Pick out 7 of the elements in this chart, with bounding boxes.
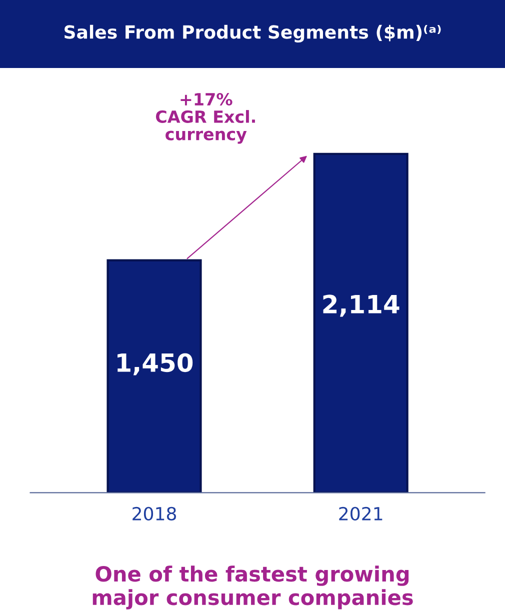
data-label: 2,114 bbox=[323, 294, 400, 317]
chart-title: Sales From Product Segments ($m)⁽ᵃ⁾ bbox=[64, 24, 441, 42]
x-tick-label: 2021 bbox=[339, 506, 382, 521]
text: One of the fastest growing major consumer companies bbox=[92, 566, 413, 610]
x-tick-label: 2018 bbox=[132, 506, 176, 521]
text: +17% CAGR Excl. currency bbox=[156, 92, 255, 144]
data-label: 1,450 bbox=[118, 353, 193, 376]
